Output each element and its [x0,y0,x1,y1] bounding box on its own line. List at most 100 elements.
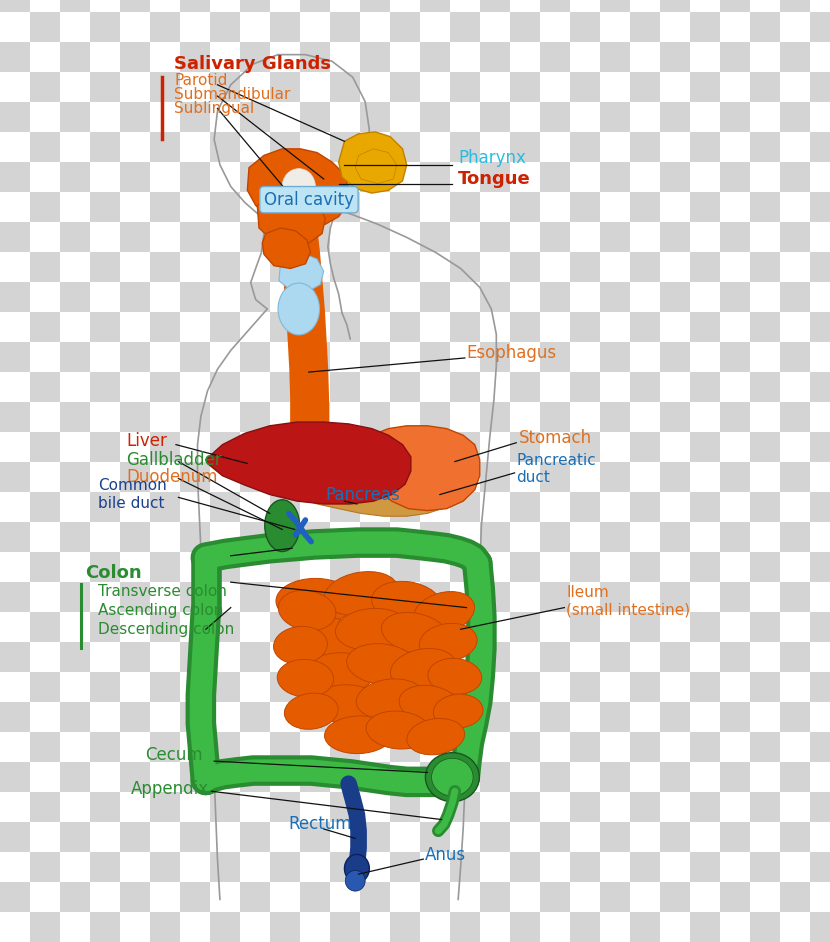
Bar [420,672,450,702]
Bar [120,162,150,192]
Bar [750,792,780,822]
Bar [180,192,210,222]
Bar [60,0,90,12]
Bar [780,822,810,852]
Bar [660,72,690,102]
Bar [180,762,210,792]
Bar [180,492,210,522]
Bar [0,852,30,882]
Bar [120,582,150,612]
Text: Pancreatic
duct: Pancreatic duct [516,453,596,485]
Bar [780,222,810,252]
Bar [750,222,780,252]
Bar [570,732,600,762]
Bar [180,552,210,582]
Bar [60,462,90,492]
Bar [210,192,240,222]
Bar [510,402,540,432]
Bar [330,522,360,552]
Bar [270,822,300,852]
Bar [540,0,570,12]
Bar [780,762,810,792]
Bar [120,462,150,492]
Bar [90,792,120,822]
Bar [600,762,630,792]
Bar [660,192,690,222]
Bar [360,0,390,12]
Bar [60,72,90,102]
Bar [570,792,600,822]
Bar [180,732,210,762]
Bar [540,132,570,162]
Bar [510,762,540,792]
Bar [90,882,120,912]
Bar [780,102,810,132]
Bar [180,672,210,702]
Bar [660,732,690,762]
Bar [150,432,180,462]
Bar [300,522,330,552]
Bar [660,492,690,522]
Bar [120,252,150,282]
Bar [570,342,600,372]
Bar [480,762,510,792]
Text: Liver: Liver [126,431,167,450]
Bar [360,402,390,432]
Bar [780,402,810,432]
Bar [750,762,780,792]
Bar [510,852,540,882]
Bar [570,822,600,852]
Bar [720,912,750,942]
Bar [0,762,30,792]
Bar [330,162,360,192]
Bar [0,132,30,162]
Bar [150,132,180,162]
Bar [690,312,720,342]
Bar [480,402,510,432]
Bar [60,402,90,432]
Bar [540,462,570,492]
Bar [270,282,300,312]
Bar [450,792,480,822]
Bar [180,12,210,42]
Bar [480,42,510,72]
Bar [420,282,450,312]
Bar [360,792,390,822]
Text: Tongue: Tongue [458,170,531,188]
Bar [570,672,600,702]
Bar [810,762,830,792]
Bar [0,462,30,492]
Bar [570,102,600,132]
Bar [600,642,630,672]
Bar [420,762,450,792]
Bar [180,882,210,912]
Bar [0,192,30,222]
Bar [150,342,180,372]
Bar [330,822,360,852]
Bar [570,162,600,192]
Bar [780,672,810,702]
Bar [630,912,660,942]
Text: Salivary Glands: Salivary Glands [174,55,331,73]
Bar [120,522,150,552]
Bar [570,252,600,282]
Bar [540,822,570,852]
Bar [210,462,240,492]
Bar [300,492,330,522]
Bar [660,12,690,42]
Bar [270,252,300,282]
Bar [660,882,690,912]
Bar [690,552,720,582]
Bar [750,162,780,192]
Bar [480,702,510,732]
Bar [690,732,720,762]
Bar [600,42,630,72]
Bar [810,162,830,192]
Bar [750,432,780,462]
Bar [570,42,600,72]
Bar [90,522,120,552]
Bar [420,192,450,222]
Bar [150,642,180,672]
Bar [360,12,390,42]
Bar [30,822,60,852]
